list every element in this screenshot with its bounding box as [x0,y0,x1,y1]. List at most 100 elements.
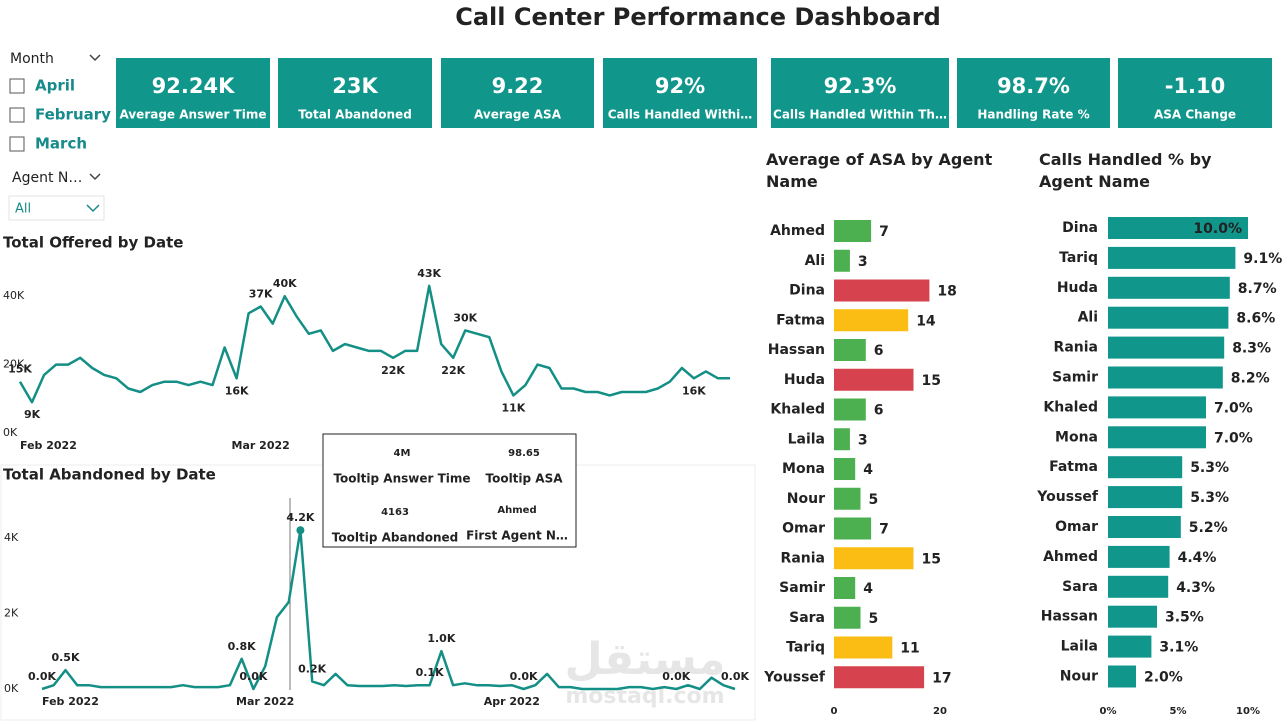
data-label: 0.8K [228,640,256,653]
bar [834,398,866,421]
kpi-label: Calls Handled Withi… [608,108,753,122]
category-label: Ali [805,253,825,269]
bar [1108,426,1206,449]
data-label: 7.0% [1214,430,1253,446]
x-tick-label: Mar 2022 [232,439,290,452]
data-label: 3 [858,432,868,448]
tooltip-value: 4M [394,448,411,459]
kpi-label: Handling Rate % [977,108,1089,122]
data-label: 4.4% [1178,550,1217,566]
x-tick-label: Mar 2022 [236,695,294,708]
data-label: 11K [501,401,525,414]
category-label: Omar [1055,519,1098,535]
bar [1108,575,1169,598]
category-label: Nour [1060,669,1098,685]
data-label: 6 [874,343,884,359]
category-label: Samir [779,580,825,596]
kpi-card [278,58,432,128]
data-label: 9.1% [1243,251,1282,267]
bar [1108,456,1183,479]
bar [834,220,872,242]
y-tick-label: 0K [3,426,18,439]
bar [834,458,856,480]
tooltip-value: Ahmed [497,505,536,516]
data-label: 0.0K [662,670,690,683]
bar [1108,276,1230,299]
data-label: 5 [869,492,879,508]
slicer-item: February [35,106,111,124]
data-label: 0.0K [721,670,749,683]
category-label: Youssef [1036,489,1099,505]
kpi-card [1118,58,1272,128]
kpi-label: Average ASA [474,108,562,122]
data-label: 5 [869,611,879,627]
tooltip-label: Tooltip Abandoned [332,531,458,545]
y-tick-label: 2K [4,606,19,619]
data-label: 16K [682,384,706,397]
checkbox[interactable] [9,136,25,152]
category-label: Sara [1062,579,1098,595]
chart-title: Total Abandoned by Date [3,466,216,484]
chevron[interactable] [86,204,100,213]
kpi-card [116,58,270,128]
dashboard-title: Call Center Performance Dashboard [455,3,941,31]
category-label: Rania [1054,340,1098,356]
kpi-card [771,58,949,128]
category-label: Huda [784,372,825,388]
category-label: Dina [789,283,825,299]
data-label: 3.5% [1165,610,1204,626]
x-tick-label: 20 [933,706,947,717]
data-label: 5.3% [1190,460,1229,476]
slicer-item: March [35,135,87,153]
y-tick-label: 20K [3,358,25,371]
data-label: 8.6% [1236,311,1275,327]
data-label: 0.2K [298,662,326,675]
dropdown[interactable] [8,195,105,221]
checkbox[interactable] [9,107,25,123]
checkbox[interactable] [9,78,25,94]
data-label: 6 [874,403,884,419]
bar [1108,246,1236,269]
data-label: 8.2% [1231,371,1270,387]
data-label: 3.1% [1159,640,1198,656]
bar [834,487,861,510]
hover-point [296,526,305,535]
dropdown-value: All [15,202,31,217]
bar [1108,486,1183,509]
kpi-value: 92.24K [152,74,235,98]
bar [1108,336,1225,359]
data-label: 22K [441,364,465,377]
watermark-text: مستقل [565,634,726,685]
bar [834,249,850,272]
tooltip-value: 98.65 [508,448,540,459]
data-label: 5.2% [1189,520,1228,536]
bar [1108,306,1229,329]
kpi-card [957,58,1110,128]
data-label: 4 [863,581,873,597]
data-label: 17 [932,670,951,686]
data-label: 2.0% [1144,670,1183,686]
y-tick-label: 40K [3,289,25,302]
kpi-value: -1.10 [1165,74,1226,98]
category-label: Tariq [1059,250,1098,266]
bar [834,666,925,689]
x-tick-label: Feb 2022 [20,439,77,452]
bar [834,517,872,540]
bar [834,547,914,570]
data-label: 4.2K [286,511,314,524]
kpi-label: Calls Handled Within Th… [773,108,947,122]
chevron[interactable] [89,54,101,62]
data-label: 10.0% [1193,221,1242,237]
chevron[interactable] [89,173,101,181]
tooltip [322,433,577,548]
category-label: Omar [782,521,825,537]
kpi-card [603,58,757,128]
line [18,284,730,404]
category-label: Mona [782,461,825,477]
data-label: 3 [858,254,868,270]
watermark: مستقل mostaql.com [565,634,726,709]
kpi-label: Average Answer Time [120,108,267,122]
data-label: 9K [24,408,41,421]
kpi-card [441,58,594,128]
category-label: Huda [1057,280,1098,296]
